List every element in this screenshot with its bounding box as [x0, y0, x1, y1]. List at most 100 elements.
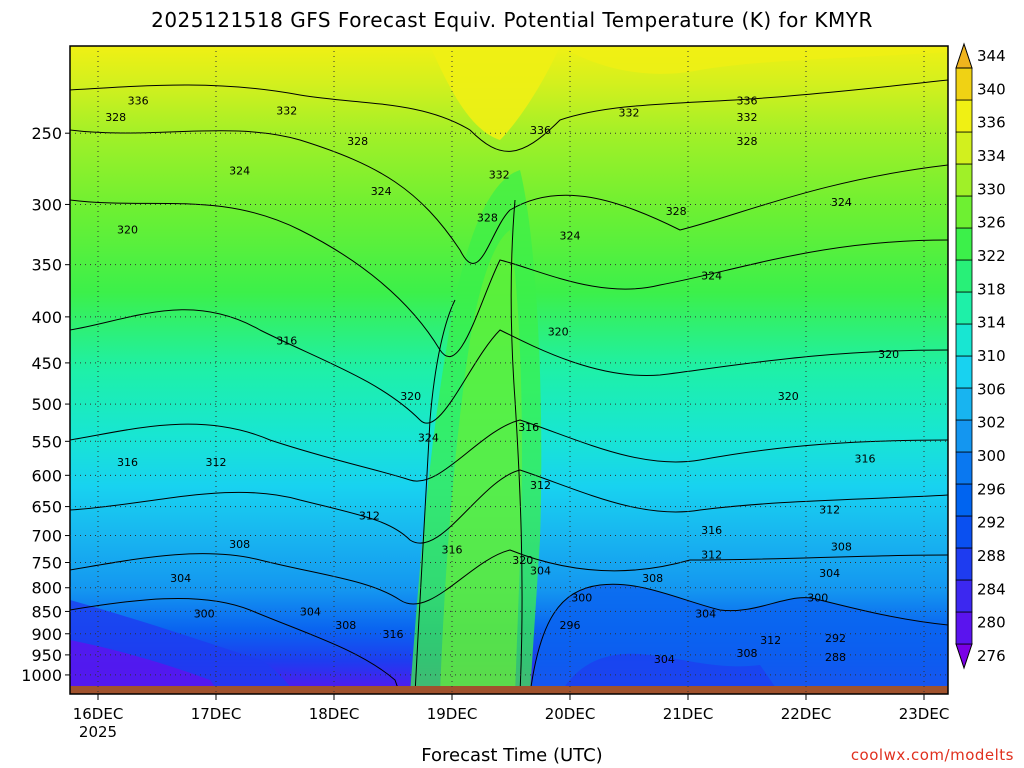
contour-label: 312 — [206, 456, 227, 469]
y-tick-label: 450 — [31, 354, 62, 373]
colorbar-segment — [955, 579, 973, 613]
x-tick-sublabel: 2025 — [79, 723, 117, 741]
y-tick-label: 400 — [31, 308, 62, 327]
contour-label: 316 — [855, 453, 876, 466]
contour-label: 320 — [117, 224, 138, 237]
colorbar-segment — [955, 227, 973, 261]
contour-label: 324 — [831, 196, 852, 209]
contour-label: 300 — [807, 591, 828, 604]
contour-label: 304 — [819, 567, 840, 580]
x-tick-label: 22DEC — [781, 705, 832, 723]
colorbar-segment — [955, 259, 973, 293]
contour-label: 324 — [418, 432, 439, 445]
contour-label: 308 — [335, 619, 356, 632]
y-tick-label: 950 — [31, 646, 62, 665]
contour-label: 308 — [642, 572, 663, 585]
contour-label: 312 — [819, 504, 840, 517]
colorbar-tick-label: 300 — [977, 447, 1006, 465]
y-tick-label: 350 — [31, 256, 62, 275]
y-tick-label: 250 — [31, 124, 62, 143]
y-tick-label: 700 — [31, 527, 62, 546]
colorbar-segment — [955, 419, 973, 453]
colorbar-tick-label: 326 — [977, 214, 1006, 232]
contour-label: 328 — [105, 111, 126, 124]
colorbar-tick-label: 336 — [977, 114, 1006, 132]
contour-label: 320 — [778, 390, 799, 403]
colorbar-tick-label: 276 — [977, 647, 1006, 665]
contour-label: 336 — [737, 95, 758, 108]
contour-label: 312 — [701, 549, 722, 562]
contour-label: 304 — [695, 608, 716, 621]
contour-label: 316 — [518, 421, 539, 434]
contour-label: 304 — [530, 564, 551, 577]
y-tick-label: 500 — [31, 395, 62, 414]
contour-label: 300 — [194, 608, 215, 621]
colorbar-segment — [955, 547, 973, 581]
colorbar-segment — [955, 355, 973, 389]
y-tick-label: 300 — [31, 195, 62, 214]
x-tick-label: 21DEC — [663, 705, 714, 723]
contour-label: 316 — [701, 524, 722, 537]
contour-label: 308 — [737, 647, 758, 660]
colorbar-tick-label: 306 — [977, 380, 1006, 398]
theta-e-field — [70, 46, 948, 694]
contour-label: 328 — [477, 211, 498, 224]
colorbar-segment — [955, 451, 973, 485]
contour-label: 300 — [571, 591, 592, 604]
contour-label: 288 — [825, 651, 846, 664]
contour-label: 332 — [276, 105, 297, 118]
contour-label: 332 — [619, 106, 640, 119]
colorbar-segment — [955, 67, 973, 101]
contour-label: 320 — [400, 390, 421, 403]
contour-label: 324 — [371, 185, 392, 198]
colorbar-tick-label: 322 — [977, 247, 1006, 265]
y-axis: 250 300 350 400 450 500 550 600 650 700 750 800 850 9… — [21, 124, 70, 685]
contour-label: 328 — [666, 205, 687, 218]
contour-label: 308 — [831, 541, 852, 554]
contour-label: 304 — [170, 572, 191, 585]
colorbar-tick-label: 292 — [977, 514, 1006, 532]
y-tick-label: 850 — [31, 602, 62, 621]
colorbar-tick-label: 314 — [977, 314, 1006, 332]
colorbar-segment — [955, 387, 973, 421]
x-tick-label: 16DEC — [73, 705, 124, 723]
contour-label: 316 — [117, 456, 138, 469]
colorbar-tick-label: 284 — [977, 580, 1006, 598]
colorbar-segment — [955, 163, 973, 197]
x-tick-label: 18DEC — [309, 705, 360, 723]
colorbar-tick-label: 344 — [977, 47, 1006, 65]
y-tick-label: 750 — [31, 554, 62, 573]
contour-label: 332 — [737, 111, 758, 124]
colorbar-tick-label: 318 — [977, 280, 1006, 298]
x-tick-label: 17DEC — [191, 705, 242, 723]
colorbar-segment — [955, 291, 973, 325]
contour-label: 316 — [383, 628, 404, 641]
contour-label: 292 — [825, 632, 846, 645]
colorbar-segment — [955, 99, 973, 133]
contour-label: 304 — [300, 605, 321, 618]
y-tick-label: 1000 — [21, 666, 62, 685]
y-tick-label: 650 — [31, 498, 62, 517]
colorbar-tick-label: 288 — [977, 547, 1006, 565]
y-tick-label: 600 — [31, 466, 62, 485]
chart-title: 2025121518 GFS Forecast Equiv. Potential… — [151, 8, 873, 32]
colorbar-tick-label: 330 — [977, 180, 1006, 198]
contour-label: 304 — [654, 653, 675, 666]
plot-frame — [69, 45, 949, 695]
contour-label: 308 — [229, 538, 250, 551]
colorbar-segment — [955, 515, 973, 549]
contour-label: 320 — [548, 325, 569, 338]
colorbar-tick-label: 280 — [977, 614, 1006, 632]
grid-lines — [70, 46, 948, 694]
y-tick-label: 900 — [31, 625, 62, 644]
colorbar-segment — [955, 195, 973, 229]
colorbar-tick-label: 296 — [977, 480, 1006, 498]
contour-label: 336 — [128, 95, 149, 108]
credit-link[interactable]: coolwx.com/modelts — [850, 746, 1014, 764]
contour-label: 312 — [359, 510, 380, 523]
colorbar-segment — [955, 483, 973, 517]
y-tick-label: 800 — [31, 579, 62, 598]
contour-label: 320 — [512, 554, 533, 567]
contour-label: 332 — [489, 169, 510, 182]
